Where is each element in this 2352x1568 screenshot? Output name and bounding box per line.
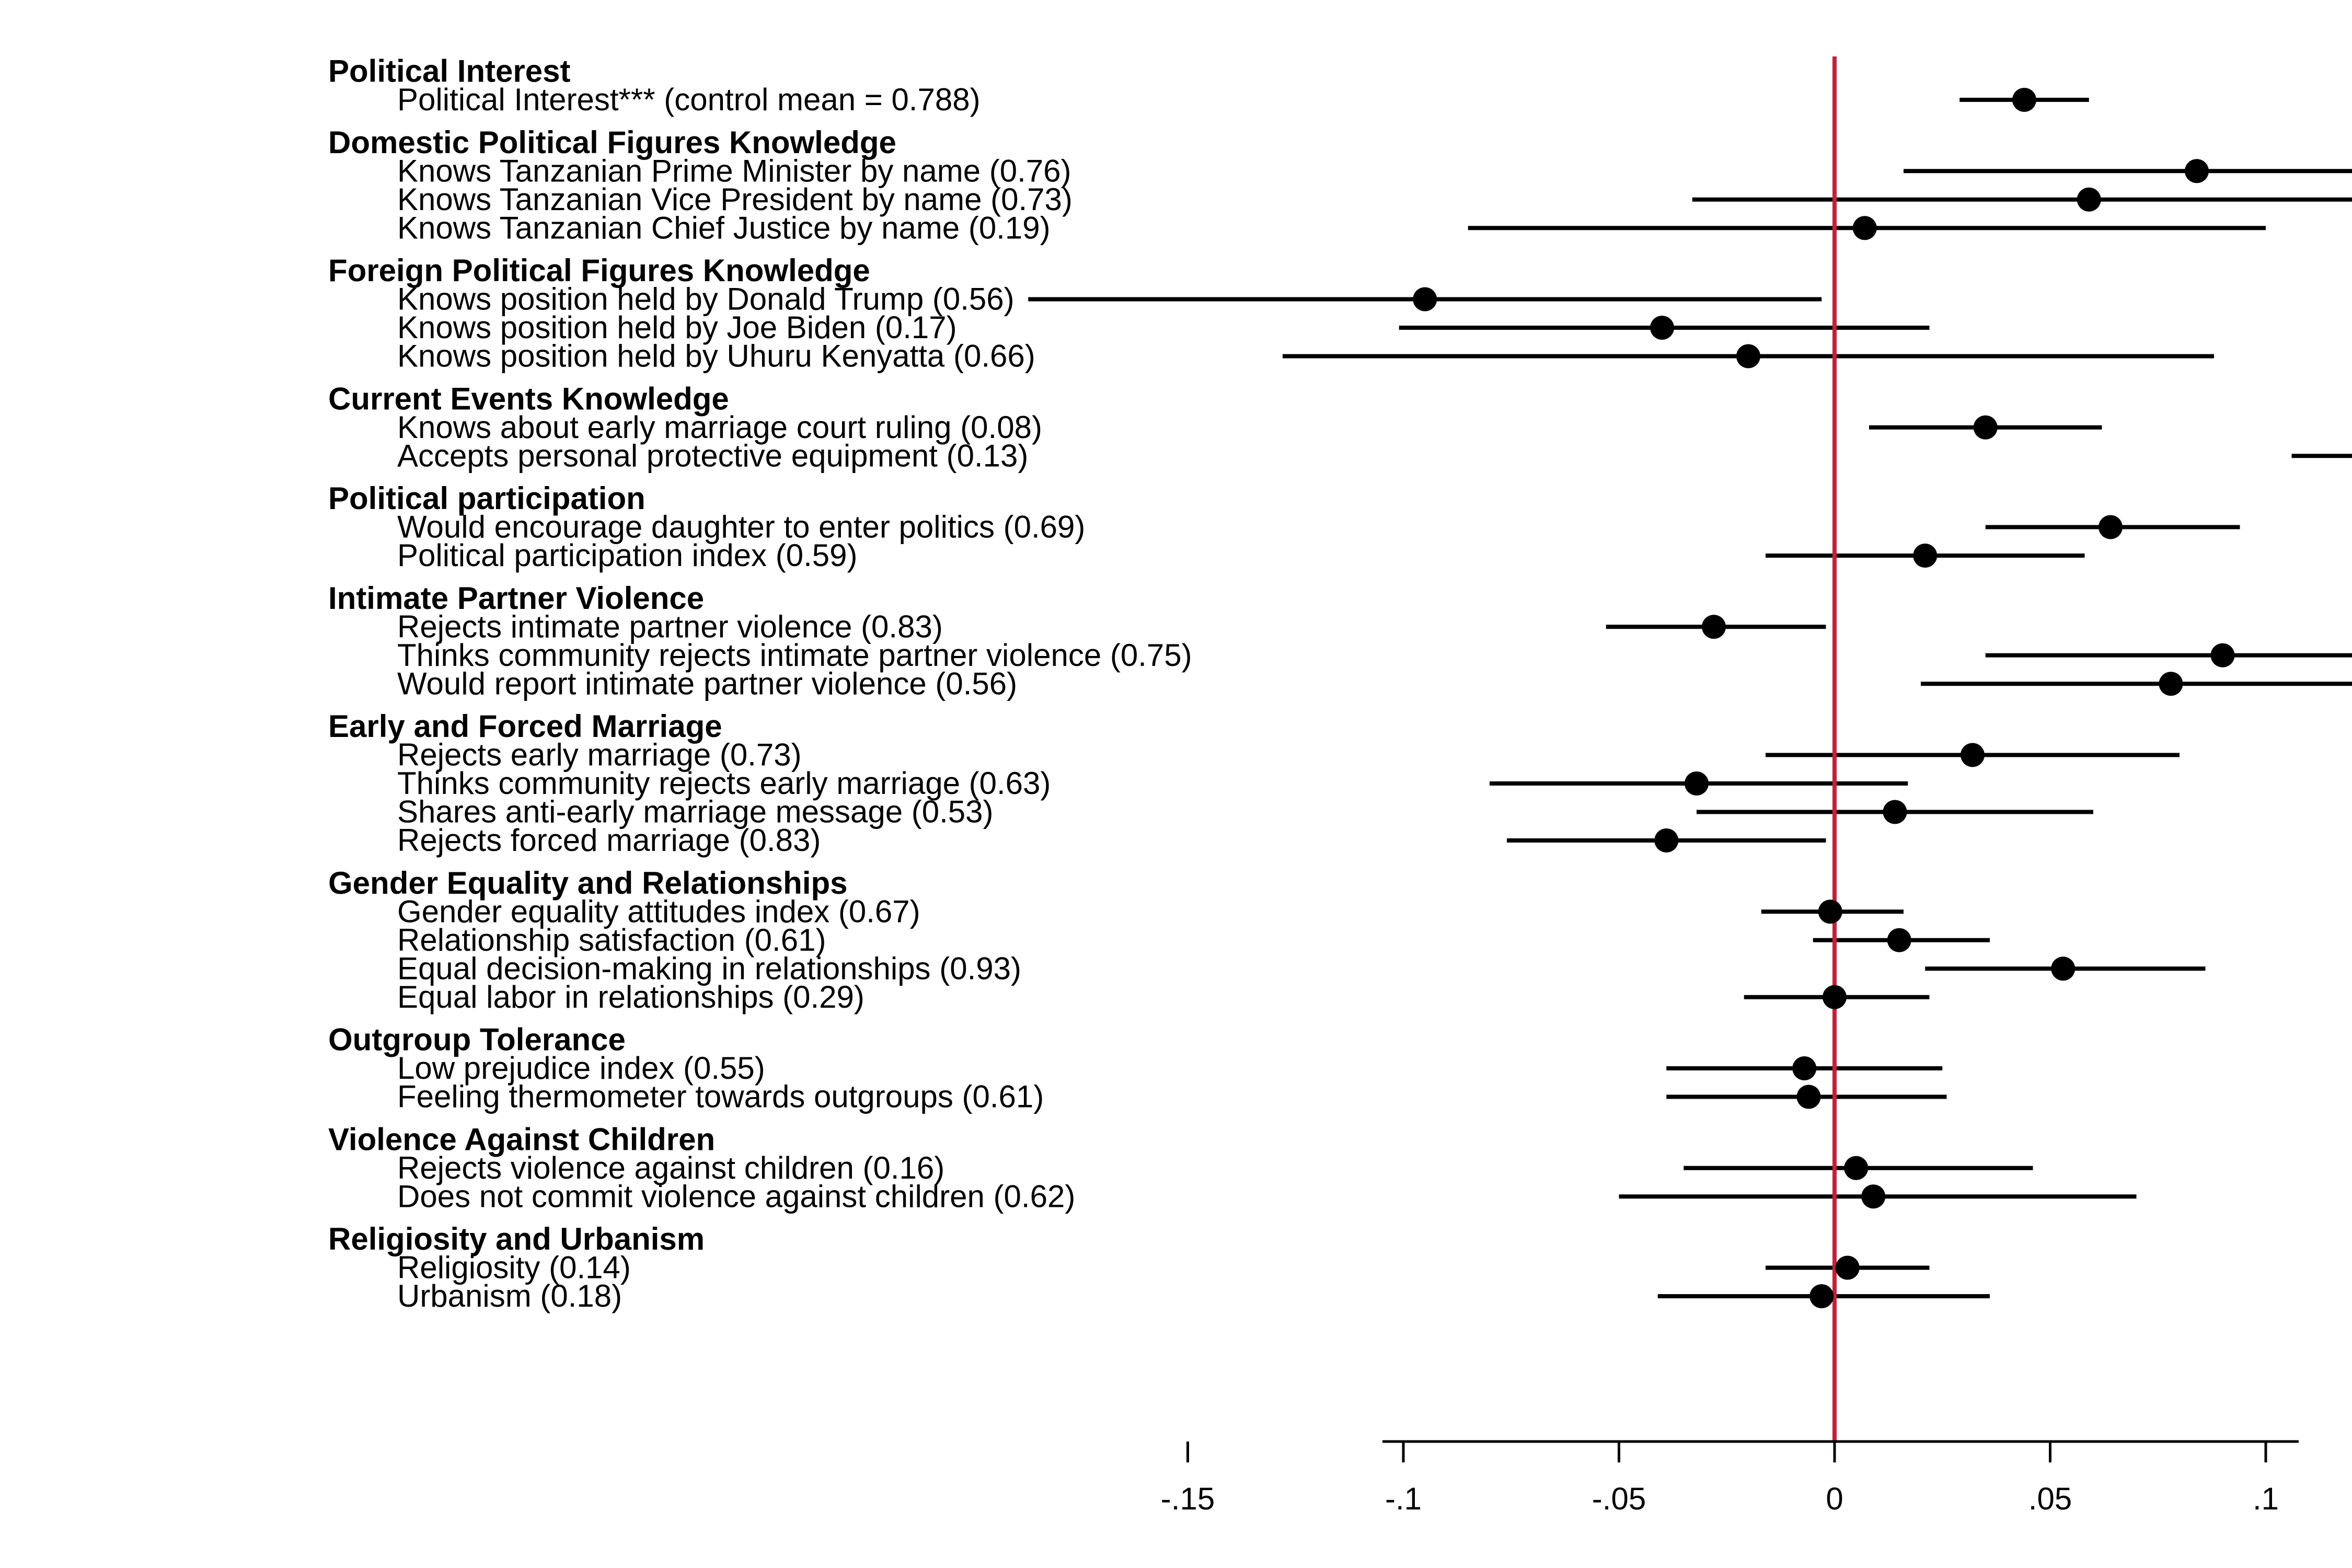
estimate-point bbox=[1887, 928, 1911, 952]
group-label: Outgroup Tolerance bbox=[328, 1022, 626, 1057]
estimate-point bbox=[1792, 1056, 1817, 1080]
group-label: Political Interest bbox=[328, 54, 570, 89]
group-label: Gender Equality and Relationships bbox=[328, 866, 848, 901]
estimate-point bbox=[2159, 672, 2183, 696]
item-label: Relationship satisfaction (0.61) bbox=[397, 923, 826, 958]
item-label: Feeling thermometer towards outgroups (0… bbox=[397, 1079, 1044, 1114]
item-label: Thinks community rejects early marriage … bbox=[397, 766, 1051, 801]
item-label: Equal decision-making in relationships (… bbox=[397, 951, 1021, 986]
item-label: Would report intimate partner violence (… bbox=[397, 666, 1017, 701]
item-label: Would encourage daughter to enter politi… bbox=[397, 510, 1085, 545]
item-label: Political participation index (0.59) bbox=[397, 538, 857, 573]
item-label: Religiosity (0.14) bbox=[397, 1250, 631, 1285]
item-label: Rejects early marriage (0.73) bbox=[397, 737, 802, 773]
estimate-point bbox=[2012, 88, 2036, 112]
estimate-point bbox=[1835, 1255, 1860, 1280]
estimate-point bbox=[2185, 159, 2209, 183]
item-label: Equal labor in relationships (0.29) bbox=[397, 979, 864, 1014]
x-axis: -.15-.1-.050.05.1.15.2 bbox=[1161, 1440, 2299, 1516]
x-tick-label: -.05 bbox=[1592, 1481, 1646, 1516]
group-label: Religiosity and Urbanism bbox=[328, 1221, 705, 1256]
group-label: Early and Forced Marriage bbox=[328, 709, 722, 744]
item-label: Thinks community rejects intimate partne… bbox=[397, 638, 1192, 673]
estimate-point bbox=[1973, 415, 1998, 440]
item-label: Rejects intimate partner violence (0.83) bbox=[397, 609, 943, 644]
item-label: Knows Tanzanian Prime Minister by name (… bbox=[397, 153, 1071, 188]
estimate-point bbox=[2077, 187, 2101, 212]
estimate-point bbox=[1861, 1184, 1886, 1209]
x-tick-label: .1 bbox=[2253, 1481, 2279, 1516]
group-label: Foreign Political Figures Knowledge bbox=[328, 253, 870, 288]
item-label: Knows position held by Donald Trump (0.5… bbox=[397, 282, 1014, 317]
estimate-point bbox=[1702, 615, 1726, 639]
item-label: Knows Tanzanian Chief Justice by name (0… bbox=[397, 210, 1051, 245]
estimate-point bbox=[1823, 985, 1847, 1009]
estimate-point bbox=[1809, 1284, 1834, 1308]
item-label: Low prejudice index (0.55) bbox=[397, 1051, 765, 1086]
item-label: Gender equality attitudes index (0.67) bbox=[397, 894, 920, 929]
item-label: Political Interest*** (control mean = 0.… bbox=[397, 82, 981, 117]
group-label: Current Events Knowledge bbox=[328, 381, 729, 416]
group-label: Violence Against Children bbox=[328, 1122, 715, 1157]
item-label: Urbanism (0.18) bbox=[397, 1278, 622, 1313]
item-label: Rejects forced marriage (0.83) bbox=[397, 823, 821, 858]
item-label: Knows Tanzanian Vice President by name (… bbox=[397, 182, 1073, 217]
x-tick-label: -.15 bbox=[1161, 1481, 1215, 1516]
estimate-point bbox=[1818, 900, 1842, 924]
estimate-point bbox=[1736, 344, 1760, 368]
item-label: Knows position held by Uhuru Kenyatta (0… bbox=[397, 339, 1035, 374]
group-label: Domestic Political Figures Knowledge bbox=[328, 125, 896, 160]
estimate-point bbox=[1844, 1156, 1869, 1180]
estimate-point bbox=[1883, 800, 1907, 824]
estimate-point bbox=[1961, 743, 1985, 767]
confidence-intervals bbox=[1028, 98, 2352, 1298]
group-label: Intimate Partner Violence bbox=[328, 581, 704, 616]
estimate-point bbox=[1796, 1085, 1821, 1109]
estimate-point bbox=[1654, 828, 1679, 852]
estimate-point bbox=[1913, 544, 1938, 568]
item-label: Knows about early marriage court ruling … bbox=[397, 410, 1042, 445]
x-tick-label: -.1 bbox=[1385, 1481, 1422, 1516]
item-label: Rejects violence against children (0.16) bbox=[397, 1150, 944, 1185]
item-label: Accepts personal protective equipment (0… bbox=[397, 438, 1028, 473]
group-label: Political participation bbox=[328, 481, 645, 516]
estimate-point bbox=[1650, 316, 1674, 340]
x-tick-label: 0 bbox=[1826, 1481, 1843, 1516]
x-tick-label: .05 bbox=[2028, 1481, 2072, 1516]
point-estimates bbox=[1413, 88, 2235, 1308]
item-label: Shares anti-early marriage message (0.53… bbox=[397, 794, 994, 829]
item-label: Knows position held by Joe Biden (0.17) bbox=[397, 310, 957, 345]
estimate-point bbox=[1685, 771, 1709, 795]
estimate-point bbox=[1852, 216, 1877, 240]
estimate-point bbox=[2051, 956, 2076, 981]
estimate-point bbox=[2099, 515, 2123, 539]
estimate-point bbox=[1413, 287, 1437, 312]
estimate-point bbox=[2210, 643, 2235, 667]
item-label: Does not commit violence against childre… bbox=[397, 1179, 1075, 1214]
